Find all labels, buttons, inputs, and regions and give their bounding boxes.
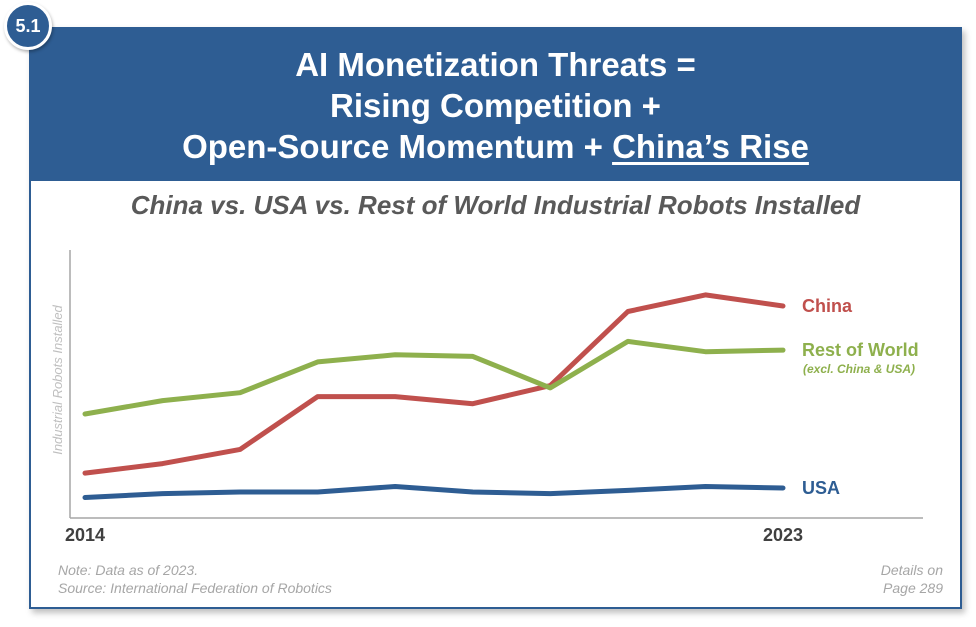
details-line-2: Page 289: [883, 580, 943, 596]
source-text: Source: International Federation of Robo…: [58, 580, 332, 596]
x-tick-label: 2014: [65, 525, 105, 545]
series-line-china: [82, 292, 786, 476]
y-axis-label: Industrial Robots Installed: [50, 304, 65, 454]
series-label-china: China: [802, 296, 853, 316]
series-line-usa: [82, 484, 786, 500]
header-line-1: AI Monetization Threats =: [295, 46, 696, 83]
footnote: Note: Data as of 2023. Source: Internati…: [58, 561, 332, 597]
header-line-2: Rising Competition +: [330, 87, 661, 124]
header-line-3-underlined: China’s Rise: [612, 128, 809, 165]
header-line-3-prefix: Open-Source Momentum +: [182, 128, 613, 165]
series-sublabel-rest-of-world: (excl. China & USA): [803, 362, 915, 376]
note-text: Note: Data as of 2023.: [58, 562, 199, 578]
details-line-1: Details on: [880, 562, 943, 578]
chart-title: China vs. USA vs. Rest of World Industri…: [130, 190, 861, 220]
x-tick-label: 2023: [763, 525, 803, 545]
header-line-3: Open-Source Momentum + China’s Rise: [31, 126, 960, 167]
slide-frame: AI Monetization Threats = Rising Competi…: [29, 27, 962, 609]
series-label-usa: USA: [802, 478, 840, 498]
header-banner: AI Monetization Threats = Rising Competi…: [31, 29, 960, 181]
series-label-rest-of-world: Rest of World: [802, 340, 919, 360]
section-badge: 5.1: [4, 2, 52, 50]
series-line-rest-of-world: [82, 338, 786, 417]
page-reference: Details on Page 289: [881, 561, 943, 597]
